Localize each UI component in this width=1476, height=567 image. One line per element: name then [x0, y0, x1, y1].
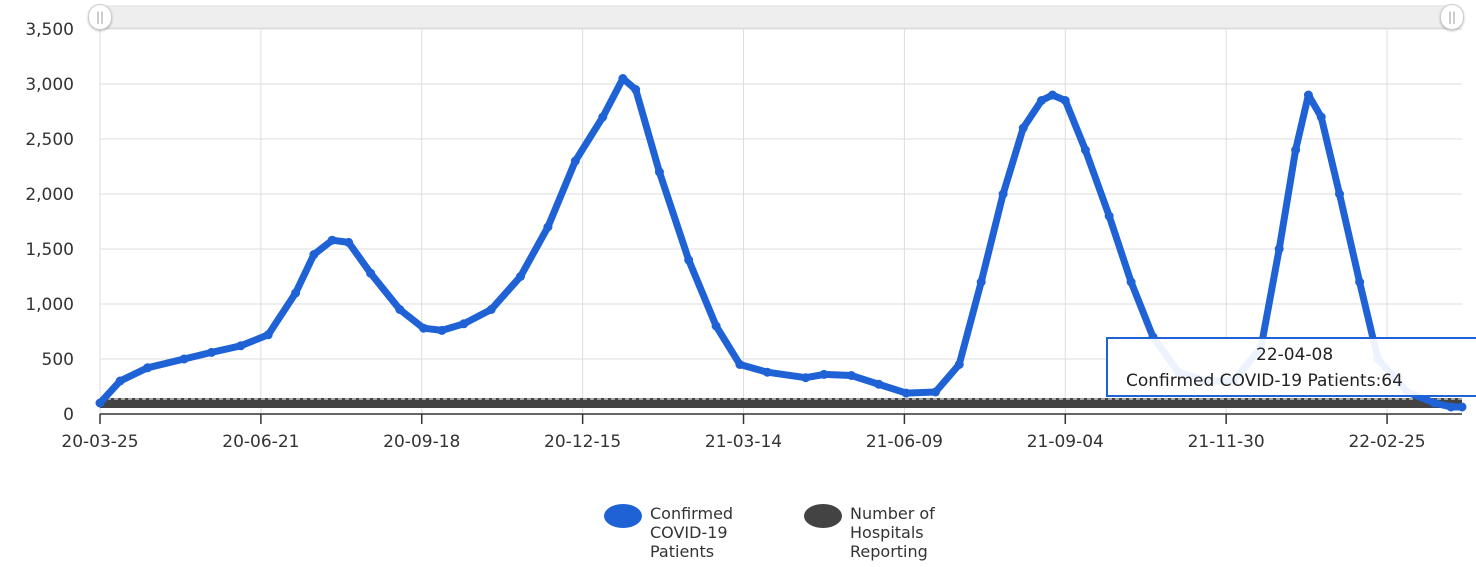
legend-swatch-blue	[604, 504, 642, 528]
data-point[interactable]	[598, 112, 608, 122]
data-point[interactable]	[1018, 123, 1028, 133]
data-point[interactable]	[1126, 277, 1136, 287]
data-point[interactable]	[327, 235, 337, 245]
legend-label: Confirmed COVID-19 Patients	[650, 504, 734, 561]
data-tooltip: 22-04-08 Confirmed COVID-19 Patients:64	[1106, 337, 1476, 397]
data-point[interactable]	[1080, 145, 1090, 155]
tooltip-date: 22-04-08	[1256, 345, 1334, 365]
data-point[interactable]	[954, 360, 964, 369]
legend-swatch-dark	[804, 504, 842, 528]
data-point[interactable]	[1316, 112, 1326, 122]
range-navigator-bar[interactable]	[99, 5, 1453, 29]
x-tick-label: 20-12-15	[544, 432, 621, 452]
tooltip-value: Confirmed COVID-19 Patients:64	[1126, 371, 1403, 391]
legend-item-hospitals-reporting[interactable]: Number of Hospitals Reporting	[804, 504, 970, 561]
y-tick-label: 0	[63, 405, 74, 425]
data-point[interactable]	[570, 156, 580, 166]
x-tick-label: 20-03-25	[61, 432, 138, 452]
y-tick-label: 2,000	[25, 185, 74, 205]
data-point[interactable]	[1430, 398, 1440, 408]
data-point[interactable]	[735, 360, 745, 369]
data-point[interactable]	[762, 367, 772, 377]
data-point[interactable]	[684, 255, 694, 265]
data-point[interactable]	[143, 363, 153, 373]
range-right-handle[interactable]: ||	[1440, 4, 1464, 30]
chart-legend: Confirmed COVID-19 Patients Number of Ho…	[604, 504, 970, 561]
data-point[interactable]	[263, 330, 273, 340]
data-point[interactable]	[437, 325, 447, 335]
series-hospitals-reporting[interactable]	[100, 398, 1462, 408]
x-tick-label: 21-06-09	[866, 432, 943, 452]
data-point[interactable]	[618, 74, 628, 83]
line-chart: 0 500 1,000 1,500 2,000 2,500 3,000 3,500 20-03…	[25, 5, 1467, 452]
data-point[interactable]	[1446, 402, 1456, 412]
data-point[interactable]	[874, 379, 884, 389]
data-point[interactable]	[819, 369, 829, 379]
data-point[interactable]	[1047, 90, 1057, 100]
data-point[interactable]	[515, 272, 525, 281]
data-point[interactable]	[998, 189, 1008, 199]
data-point[interactable]	[801, 373, 811, 383]
data-point[interactable]	[1291, 145, 1301, 155]
data-point[interactable]	[115, 376, 125, 386]
data-point[interactable]	[366, 268, 376, 278]
data-point[interactable]	[179, 354, 189, 364]
y-tick-label: 2,500	[25, 130, 74, 150]
x-tick-label: 22-02-25	[1348, 432, 1425, 452]
range-left-handle[interactable]: ||	[88, 4, 112, 30]
data-point[interactable]	[486, 305, 496, 314]
data-point[interactable]	[1303, 90, 1313, 100]
data-point[interactable]	[395, 305, 405, 314]
data-point[interactable]	[344, 237, 354, 247]
data-point[interactable]	[1060, 96, 1070, 105]
data-point[interactable]	[1457, 402, 1467, 412]
data-point[interactable]	[291, 288, 301, 298]
data-point[interactable]	[930, 387, 940, 397]
x-tick-label: 21-11-30	[1188, 432, 1265, 452]
data-point[interactable]	[1274, 244, 1284, 254]
x-axis-ticks: 20-03-25 20-06-21 20-09-18 20-12-15 21-03-14…	[61, 414, 1426, 452]
data-point[interactable]	[1037, 96, 1047, 105]
y-tick-label: 1,500	[25, 240, 74, 260]
y-tick-label: 3,000	[25, 75, 74, 95]
data-point[interactable]	[654, 167, 664, 177]
data-point[interactable]	[976, 277, 986, 287]
x-tick-label: 20-09-18	[383, 432, 460, 452]
data-point[interactable]	[236, 341, 246, 351]
data-point[interactable]	[1104, 211, 1114, 221]
data-point[interactable]	[846, 371, 856, 380]
x-tick-label: 20-06-21	[222, 432, 299, 452]
data-point[interactable]	[1355, 277, 1365, 287]
data-point[interactable]	[207, 347, 217, 357]
data-point[interactable]	[95, 398, 105, 408]
y-tick-label: 3,500	[25, 20, 74, 40]
data-point[interactable]	[419, 323, 429, 333]
x-tick-label: 21-09-04	[1027, 432, 1104, 452]
y-axis-ticks: 0 500 1,000 1,500 2,000 2,500 3,000 3,500	[25, 20, 74, 425]
data-point[interactable]	[459, 319, 469, 329]
data-point[interactable]	[631, 85, 641, 94]
data-point[interactable]	[1335, 189, 1345, 199]
data-point[interactable]	[309, 250, 319, 259]
data-point[interactable]	[543, 222, 553, 232]
data-point[interactable]	[711, 321, 721, 331]
data-point[interactable]	[901, 388, 911, 398]
grid-lines	[99, 28, 1462, 415]
legend-label: Number of Hospitals Reporting	[850, 504, 935, 561]
legend-item-confirmed-patients[interactable]: Confirmed COVID-19 Patients	[604, 504, 770, 561]
y-tick-label: 500	[42, 350, 74, 370]
x-tick-label: 21-03-14	[705, 432, 782, 452]
y-tick-label: 1,000	[25, 295, 74, 315]
